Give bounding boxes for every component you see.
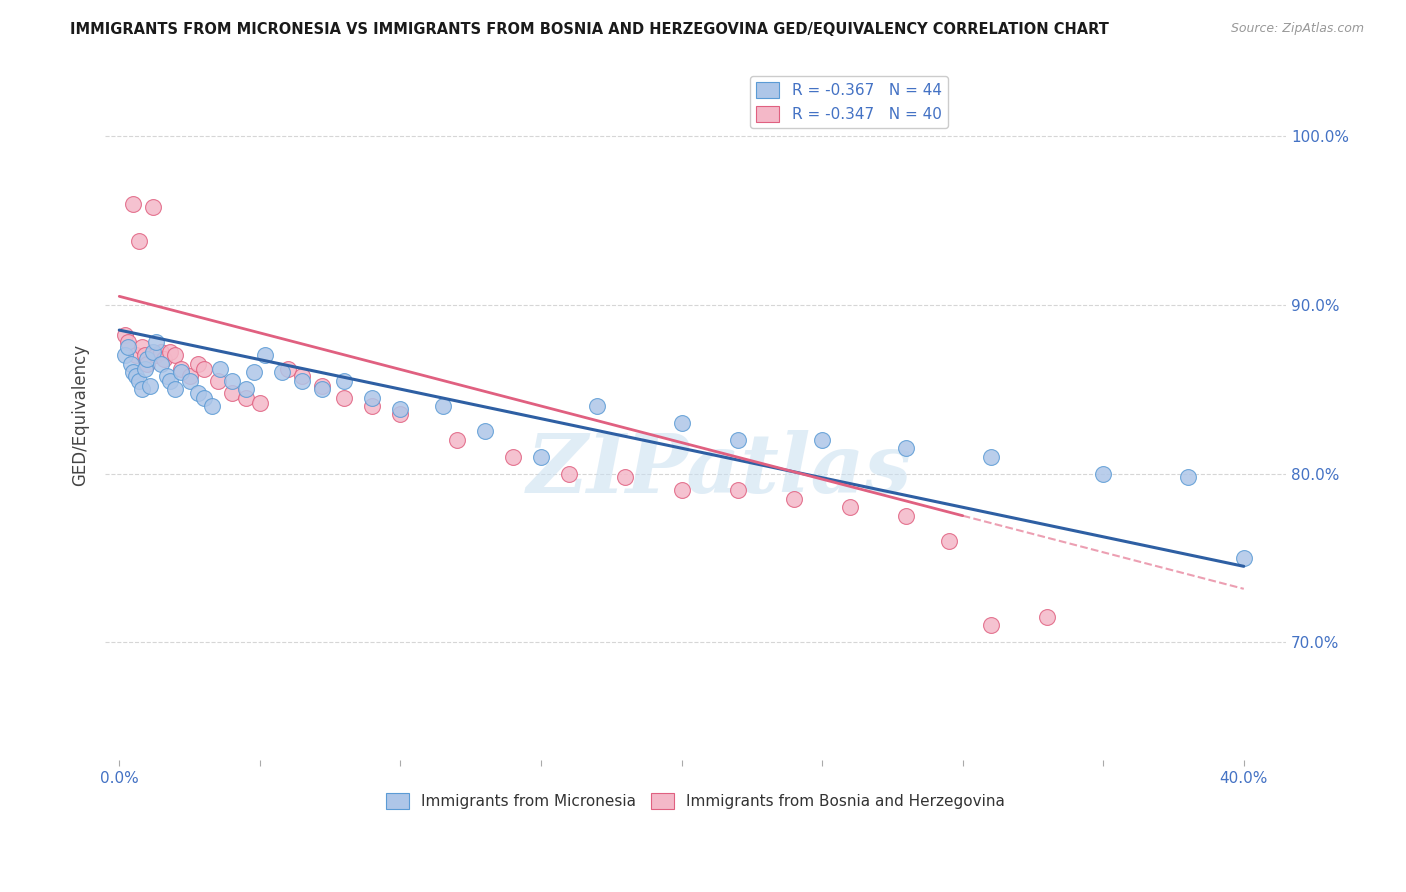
Point — [243, 365, 266, 379]
Point — [235, 391, 257, 405]
Legend: Immigrants from Micronesia, Immigrants from Bosnia and Herzegovina: Immigrants from Micronesia, Immigrants f… — [380, 787, 1011, 815]
Point — [249, 395, 271, 409]
Text: ZIPatlas: ZIPatlas — [526, 430, 912, 510]
Point — [671, 416, 693, 430]
Point — [150, 357, 173, 371]
Point — [221, 385, 243, 400]
Point — [142, 200, 165, 214]
Point — [117, 334, 139, 349]
Point — [131, 340, 153, 354]
Point — [671, 483, 693, 498]
Point — [122, 365, 145, 379]
Point — [117, 340, 139, 354]
Point — [159, 345, 181, 359]
Point — [131, 382, 153, 396]
Point — [179, 368, 201, 383]
Point — [136, 351, 159, 366]
Point — [193, 391, 215, 405]
Point — [1177, 470, 1199, 484]
Point — [170, 365, 193, 379]
Point — [122, 196, 145, 211]
Point — [311, 382, 333, 396]
Point — [614, 470, 637, 484]
Point — [145, 334, 167, 349]
Point — [271, 365, 294, 379]
Point — [159, 374, 181, 388]
Point — [896, 508, 918, 523]
Point — [254, 348, 277, 362]
Point — [114, 328, 136, 343]
Point — [1233, 550, 1256, 565]
Point — [432, 399, 454, 413]
Point — [170, 362, 193, 376]
Point — [586, 399, 609, 413]
Point — [187, 385, 209, 400]
Point — [134, 362, 156, 376]
Point — [1092, 467, 1115, 481]
Point — [361, 391, 384, 405]
Point — [128, 374, 150, 388]
Point — [530, 450, 553, 464]
Point — [389, 408, 412, 422]
Point — [150, 345, 173, 359]
Point — [277, 362, 299, 376]
Y-axis label: GED/Equivalency: GED/Equivalency — [72, 343, 89, 485]
Point — [727, 483, 749, 498]
Point — [187, 357, 209, 371]
Text: Source: ZipAtlas.com: Source: ZipAtlas.com — [1230, 22, 1364, 36]
Point — [145, 348, 167, 362]
Point — [201, 399, 224, 413]
Point — [128, 234, 150, 248]
Point — [134, 348, 156, 362]
Point — [811, 433, 834, 447]
Point — [153, 351, 176, 366]
Text: IMMIGRANTS FROM MICRONESIA VS IMMIGRANTS FROM BOSNIA AND HERZEGOVINA GED/EQUIVAL: IMMIGRANTS FROM MICRONESIA VS IMMIGRANTS… — [70, 22, 1109, 37]
Point — [235, 382, 257, 396]
Point — [980, 618, 1002, 632]
Point — [474, 425, 496, 439]
Point — [209, 362, 232, 376]
Point — [125, 348, 148, 362]
Point — [114, 348, 136, 362]
Point — [125, 368, 148, 383]
Point — [980, 450, 1002, 464]
Point — [311, 378, 333, 392]
Point — [179, 374, 201, 388]
Point — [1036, 610, 1059, 624]
Point — [207, 374, 229, 388]
Point — [221, 374, 243, 388]
Point — [333, 374, 356, 388]
Point — [558, 467, 581, 481]
Point — [938, 534, 960, 549]
Point — [333, 391, 356, 405]
Point — [142, 345, 165, 359]
Point — [839, 500, 862, 515]
Point — [136, 357, 159, 371]
Point — [389, 402, 412, 417]
Point — [361, 399, 384, 413]
Point — [896, 441, 918, 455]
Point — [120, 357, 142, 371]
Point — [502, 450, 524, 464]
Point — [727, 433, 749, 447]
Point — [139, 378, 162, 392]
Point — [165, 348, 187, 362]
Point — [783, 491, 806, 506]
Point — [165, 382, 187, 396]
Point — [446, 433, 468, 447]
Point — [291, 368, 314, 383]
Point — [291, 374, 314, 388]
Point — [193, 362, 215, 376]
Point — [156, 368, 179, 383]
